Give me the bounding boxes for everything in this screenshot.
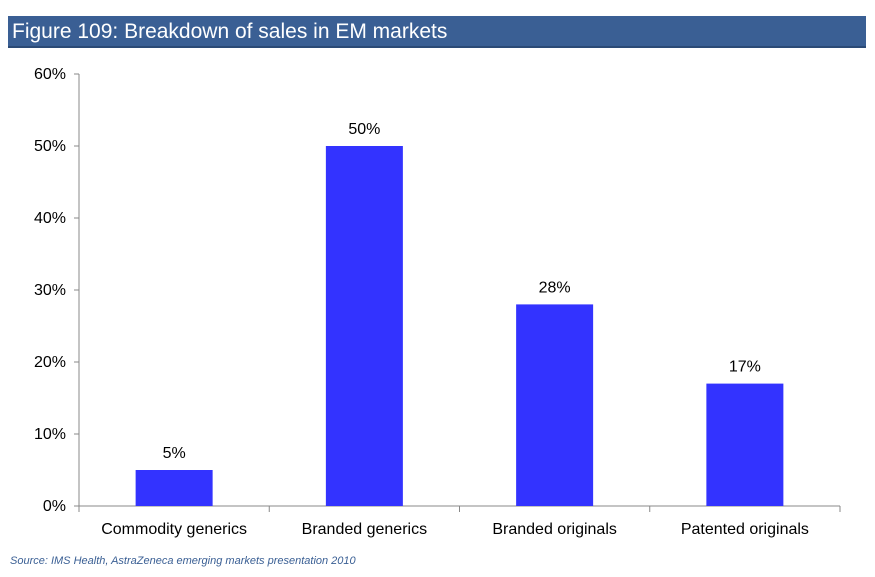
data-label: 28% [539,279,571,296]
y-tick-label: 10% [34,426,66,443]
y-tick-label: 40% [34,210,66,227]
figure-title: Figure 109: Breakdown of sales in EM mar… [12,20,448,43]
y-tick-label: 20% [34,354,66,371]
y-tick-label: 50% [34,138,66,155]
category-label: Branded generics [302,521,427,538]
y-tick-label: 30% [34,282,66,299]
y-tick-label: 0% [43,498,66,515]
y-tick-label: 60% [34,66,66,83]
bar [516,304,594,506]
figure-title-bar: Figure 109: Breakdown of sales in EM mar… [8,16,866,48]
data-label: 17% [729,359,761,376]
category-label: Patented originals [681,521,809,538]
data-label: 5% [163,445,186,462]
category-label: Branded originals [492,521,617,538]
bar [706,383,784,506]
data-label: 50% [348,121,380,138]
bar [325,146,403,506]
category-label: Commodity generics [101,521,247,538]
source-note: Source: IMS Health, AstraZeneca emerging… [10,555,356,567]
bar [135,470,213,506]
